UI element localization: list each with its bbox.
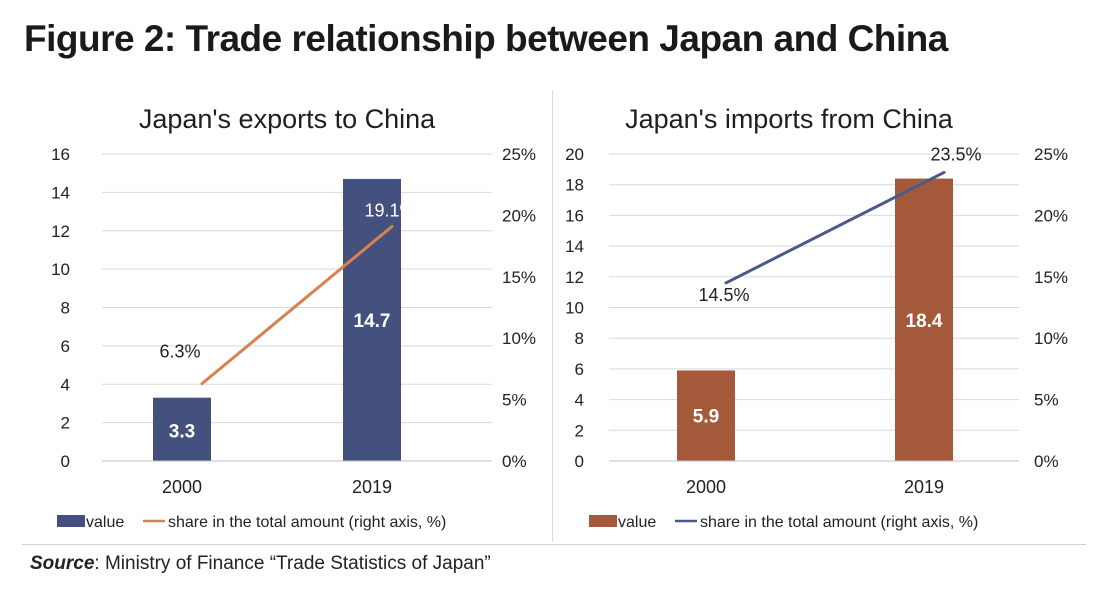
exports-bar-2000: [153, 397, 211, 461]
imports-right-tick: 20%: [1034, 206, 1068, 225]
imports-bar-label: 5.9: [693, 407, 719, 428]
exports-right-tick: 25%: [502, 145, 536, 164]
imports-chart: Japan's imports from China 0 2 4 6 8 10 12 14 16 1…: [565, 104, 1068, 531]
exports-share-line: [200, 224, 394, 386]
exports-category-label: 2019: [352, 477, 392, 497]
imports-category-label: 2000: [686, 477, 726, 497]
exports-right-tick: 0%: [502, 452, 527, 471]
imports-share-label: 14.5%: [698, 285, 749, 305]
exports-right-tick: 20%: [502, 206, 536, 225]
imports-share-label: 23.5%: [930, 144, 981, 164]
imports-right-tick: 10%: [1034, 329, 1068, 348]
imports-left-tick: 4: [575, 391, 584, 410]
exports-left-tick: 8: [61, 299, 70, 318]
imports-right-tick: 5%: [1034, 391, 1059, 410]
source-divider: [22, 544, 1086, 545]
exports-bar-label: 14.7: [354, 311, 391, 332]
exports-left-tick: 0: [61, 452, 70, 471]
imports-left-tick: 6: [575, 360, 584, 379]
exports-right-tick: 10%: [502, 329, 536, 348]
exports-right-tick: 5%: [502, 391, 527, 410]
exports-legend-bar-label: value: [86, 514, 124, 531]
charts-container: Japan's exports to China 0 2 4 6 8 10 12 14 16 0% 5…: [22, 90, 1086, 542]
imports-bar-label: 18.4: [906, 311, 943, 332]
imports-category-label: 2019: [904, 477, 944, 497]
imports-left-tick: 16: [565, 206, 584, 225]
chart-divider: [552, 90, 553, 542]
exports-left-tick: 4: [61, 375, 70, 394]
source-label: Source: [30, 553, 95, 574]
figure-title: Figure 2: Trade relationship between Jap…: [24, 18, 948, 59]
exports-chart-title: Japan's exports to China: [139, 104, 436, 134]
source-text: : Ministry of Finance “Trade Statistics …: [94, 553, 491, 574]
exports-category-label: 2000: [162, 477, 202, 497]
imports-legend-bar-swatch: [589, 515, 617, 527]
exports-left-tick: 16: [51, 145, 70, 164]
exports-legend-bar-swatch: [57, 515, 85, 527]
exports-left-tick: 10: [51, 260, 70, 279]
exports-bar-label: 3.3: [169, 421, 195, 442]
imports-left-tick: 2: [575, 421, 584, 440]
imports-left-tick: 14: [565, 237, 584, 256]
imports-left-tick: 18: [565, 176, 584, 195]
exports-share-label: 19.1%: [364, 200, 415, 220]
imports-share-line: [724, 170, 946, 285]
imports-right-tick: 25%: [1034, 145, 1068, 164]
source-note: Source: Ministry of Finance “Trade Stati…: [30, 553, 491, 575]
imports-left-tick: 8: [575, 329, 584, 348]
imports-legend-bar-label: value: [618, 514, 656, 531]
imports-left-tick: 20: [565, 145, 584, 164]
imports-left-tick: 12: [565, 268, 584, 287]
exports-share-label: 6.3%: [159, 342, 200, 362]
exports-left-tick: 6: [61, 337, 70, 356]
imports-legend-line-label: share in the total amount (right axis, %…: [700, 514, 978, 531]
imports-left-tick: 10: [565, 299, 584, 318]
exports-right-tick: 15%: [502, 268, 536, 287]
imports-left-tick: 0: [575, 452, 584, 471]
imports-bar-2000: [677, 370, 735, 461]
exports-left-tick: 14: [51, 183, 70, 202]
exports-left-tick: 2: [61, 414, 70, 433]
exports-chart: Japan's exports to China 0 2 4 6 8 10 12 14 16 0% 5…: [51, 104, 536, 531]
imports-right-tick: 15%: [1034, 268, 1068, 287]
exports-legend-line-label: share in the total amount (right axis, %…: [168, 514, 446, 531]
exports-left-tick: 12: [51, 222, 70, 241]
imports-right-tick: 0%: [1034, 452, 1059, 471]
imports-chart-title: Japan's imports from China: [625, 104, 954, 134]
imports-bar-2019: [895, 178, 953, 461]
